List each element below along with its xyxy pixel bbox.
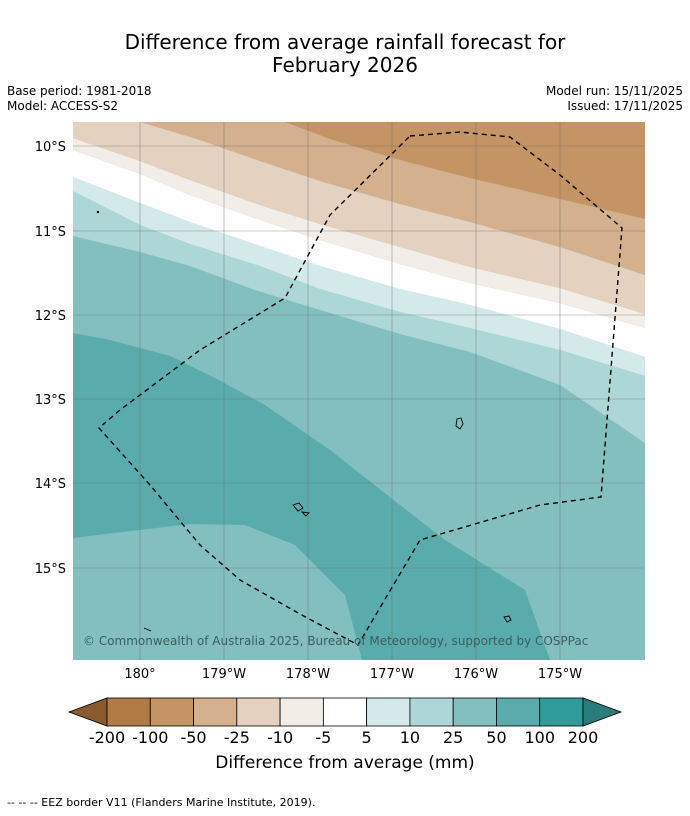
model-name: Model: ACCESS-S2	[7, 99, 119, 113]
colorbar-tick-label: -5	[315, 728, 331, 747]
colorbar-segment	[193, 697, 238, 727]
band-minus25-minus10	[73, 122, 645, 314]
issued-date: Issued: 17/11/2025	[567, 99, 683, 113]
band-neutral	[73, 150, 645, 357]
island-central	[292, 502, 304, 512]
colorbar-tick-label: 10	[400, 728, 420, 747]
title-line-1: Difference from average rainfall forecas…	[124, 30, 566, 54]
rainfall-map: © Commonwealth of Australia 2025, Bureau…	[35, 122, 645, 747]
lat-label: 14°S	[35, 477, 66, 492]
lon-label: 179°W	[202, 667, 246, 682]
colorbar: -200 -100 -50 -25 -10 -5 5 10 25 50 100 200	[67, 697, 623, 747]
eez-border	[98, 131, 623, 646]
lat-label: 11°S	[35, 225, 66, 240]
colorbar-title: Difference from average (mm)	[215, 753, 475, 773]
islands	[96, 210, 512, 632]
colorbar-tick-label: -10	[267, 728, 293, 747]
island-east	[455, 417, 464, 430]
rainfall-bands: © Commonwealth of Australia 2025, Bureau…	[73, 122, 645, 660]
graticule	[73, 122, 645, 660]
lat-label: 15°S	[35, 562, 66, 577]
colorbar-segment	[236, 697, 281, 727]
colorbar-segment	[539, 697, 584, 727]
meta-right: Model run: 15/11/2025 Issued: 17/11/2025	[546, 84, 683, 114]
colorbar-tick-label: 50	[486, 728, 506, 747]
colorbar-segment	[452, 697, 497, 727]
band-5-10	[73, 177, 645, 376]
model-run: Model run: 15/11/2025	[545, 84, 683, 98]
lon-label: 178°W	[286, 667, 330, 682]
colorbar-segment	[106, 697, 151, 727]
band-minus50-minus25	[140, 122, 645, 275]
band-50-100	[73, 333, 550, 660]
lat-label: 13°S	[35, 393, 66, 408]
colorbar-tick-label: -200	[89, 728, 125, 747]
island-northwest	[96, 210, 100, 214]
lat-label: 12°S	[35, 309, 66, 324]
base-period: Base period: 1981-2018	[7, 84, 152, 98]
map-title: Difference from average rainfall forecas…	[0, 31, 690, 77]
band-minus10-minus5	[73, 138, 645, 328]
copyright-notice: © Commonwealth of Australia 2025, Bureau…	[83, 634, 588, 648]
meta-left: Base period: 1981-2018 Model: ACCESS-S2	[7, 84, 152, 114]
colorbar-segment	[279, 697, 324, 727]
island-central-small	[300, 511, 310, 517]
colorbar-extend-high	[582, 697, 623, 727]
lon-label: 177°W	[370, 667, 414, 682]
colorbar-tick-label: 25	[443, 728, 463, 747]
colorbar-segment	[366, 697, 411, 727]
lat-label: 10°S	[35, 140, 66, 155]
latitude-labels: 10°S 11°S 12°S 13°S 14°S 15°S	[35, 140, 66, 577]
eez-legend-note: -- -- -- EEZ border V11 (Flanders Marine…	[7, 796, 316, 809]
colorbar-extend-low	[67, 697, 108, 727]
island-southeast	[503, 615, 512, 623]
lon-label: 176°W	[454, 667, 498, 682]
longitude-labels: 180° 179°W 178°W 177°W 176°W 175°W	[124, 667, 582, 682]
island-southwest	[143, 627, 152, 632]
colorbar-segment	[409, 697, 454, 727]
colorbar-tick-label: -25	[224, 728, 250, 747]
colorbar-segment	[149, 697, 194, 727]
lon-label: 180°	[124, 667, 155, 682]
colorbar-tick-label: 100	[524, 728, 555, 747]
title-line-2: February 2026	[272, 53, 418, 77]
colorbar-tick-label: -50	[180, 728, 206, 747]
colorbar-segment	[496, 697, 541, 727]
band-10-25	[73, 191, 645, 443]
colorbar-tick-label: -100	[132, 728, 168, 747]
colorbar-tick-label: 5	[362, 728, 372, 747]
lon-label: 175°W	[538, 667, 582, 682]
colorbar-tick-label: 200	[568, 728, 599, 747]
colorbar-segment	[322, 697, 368, 727]
